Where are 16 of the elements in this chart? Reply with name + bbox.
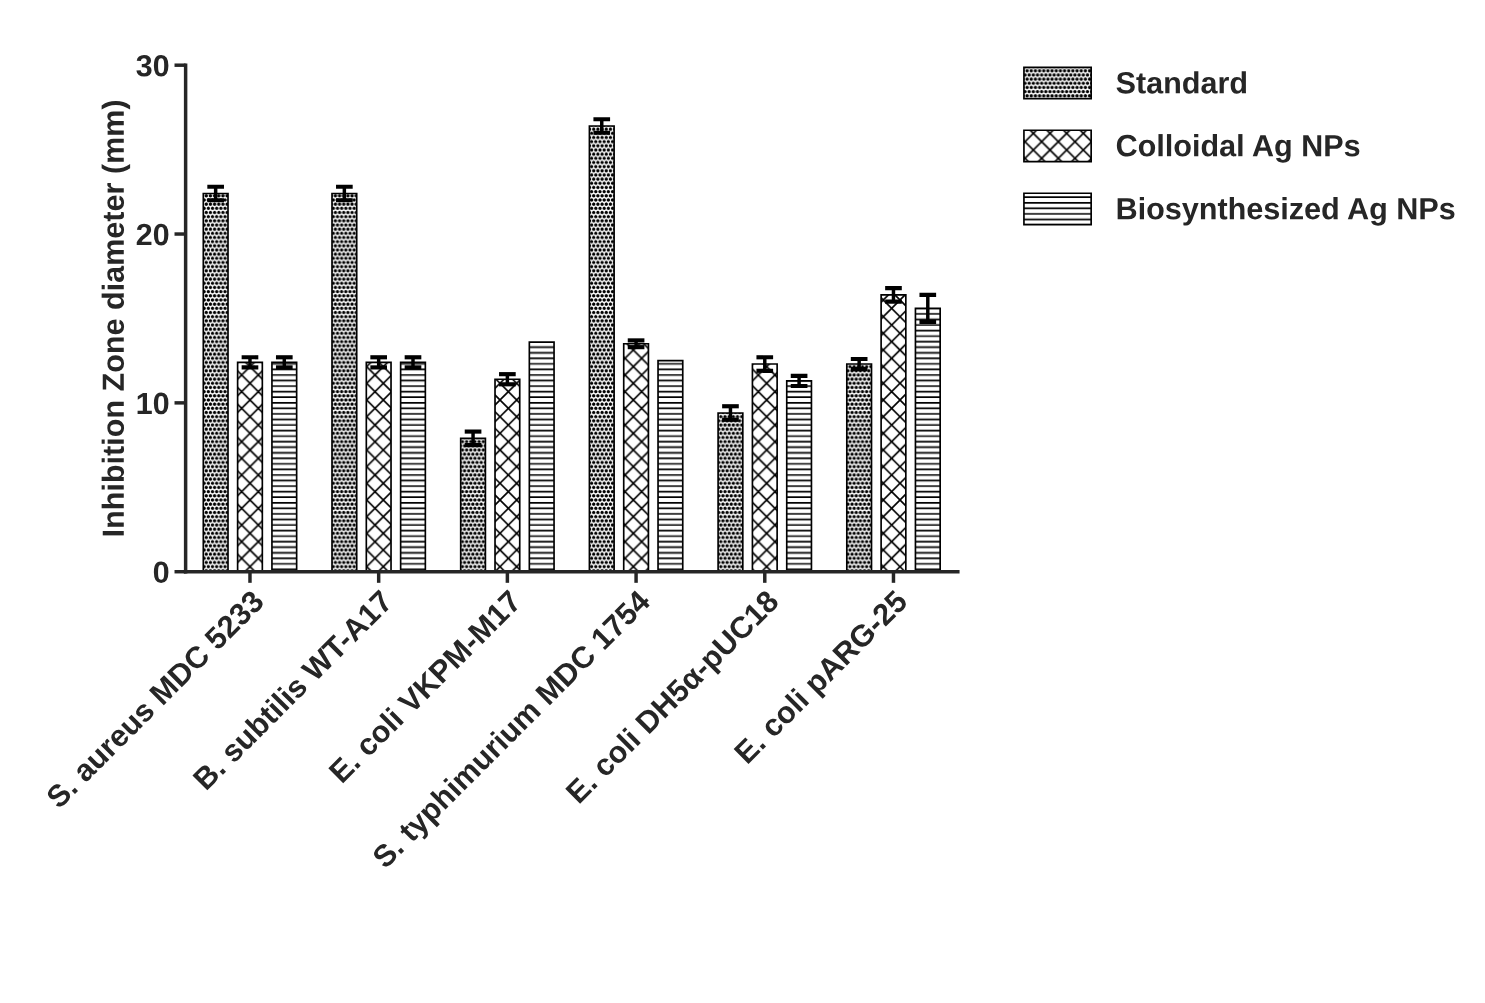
- legend-label: Standard: [1116, 71, 1247, 94]
- bar: [331, 192, 358, 572]
- bar: [751, 363, 778, 572]
- bar: [588, 125, 615, 572]
- y-axis-title: Inhibition Zone diameter (mm): [101, 100, 131, 536]
- legend-label: Colloidal Ag NPs: [1116, 134, 1360, 163]
- bar: [459, 437, 487, 572]
- legend-label: Biosynthesized Ag NPs: [1117, 197, 1455, 226]
- y-tick-label: 10: [137, 392, 169, 415]
- bar: [528, 341, 555, 572]
- bar: [657, 359, 684, 572]
- y-tick-label: 20: [136, 223, 169, 246]
- y-tick-label: 0: [153, 561, 169, 584]
- bar: [717, 412, 744, 572]
- bar: [202, 192, 229, 572]
- y-tick-label: 30: [136, 54, 169, 77]
